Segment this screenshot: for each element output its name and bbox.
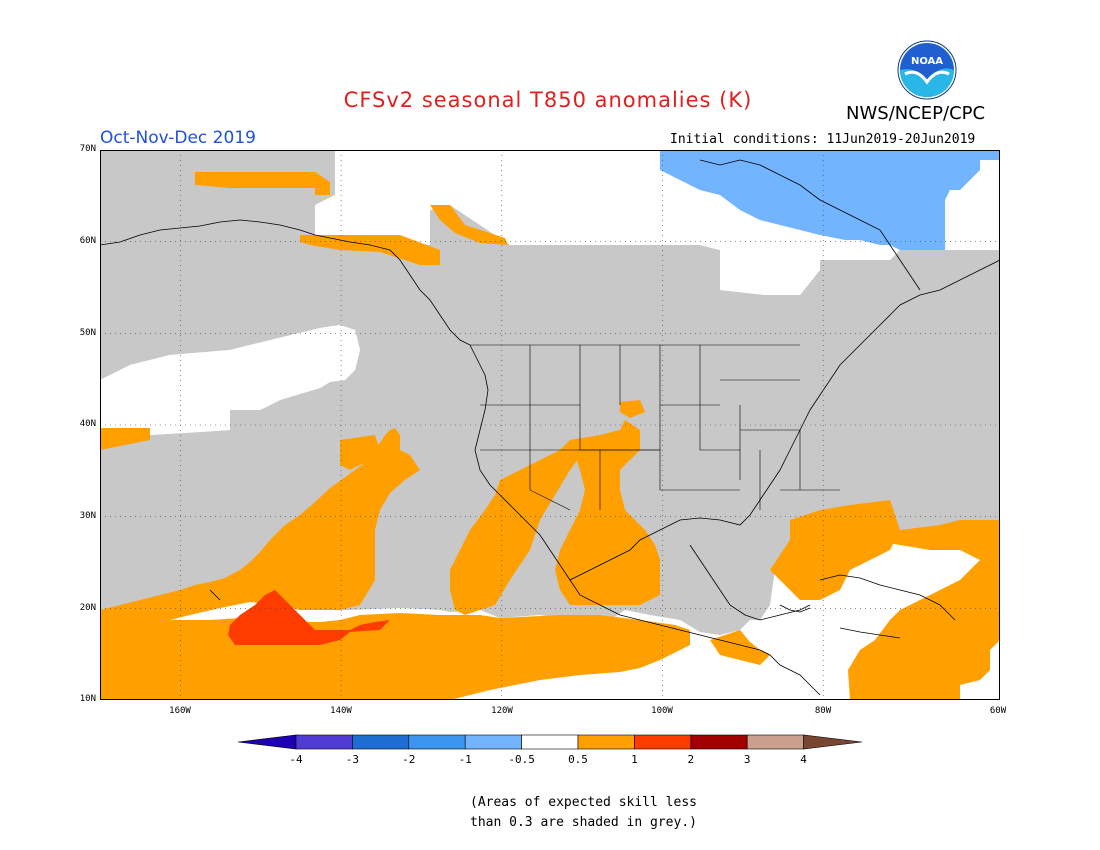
lat-label-70n: 70N	[79, 144, 96, 154]
color-bar-label: -1	[458, 753, 472, 766]
lat-label-60n: 60N	[79, 236, 96, 246]
anomaly-map	[100, 150, 1000, 700]
color-bar-segment	[295, 734, 353, 750]
color-bar-label: 4	[800, 753, 807, 766]
lat-label-30n: 30N	[79, 511, 96, 521]
color-bar-segment	[634, 734, 692, 750]
color-bar-label: 2	[687, 753, 695, 766]
lat-label-20n: 20N	[79, 603, 96, 613]
color-bar-low-end	[238, 734, 297, 750]
color-bar-label: -3	[345, 753, 360, 766]
initial-conditions-label: Initial conditions: 11Jun2019-20Jun2019	[670, 132, 976, 147]
color-bar-segment	[352, 734, 410, 750]
color-bar-label: -2	[402, 753, 416, 766]
color-bar-segment	[690, 734, 748, 750]
color-bar-high-end	[803, 734, 862, 750]
map-frame	[100, 150, 1000, 700]
color-bar-label: 3	[743, 753, 751, 766]
gridlines	[100, 150, 1000, 700]
color-bar-segment	[746, 734, 804, 750]
color-bar	[238, 734, 862, 750]
color-bar-label: -0.5	[508, 753, 535, 766]
color-bar-segment	[464, 734, 522, 750]
state-borders	[470, 344, 840, 511]
lon-label-80w: 80W	[814, 706, 832, 716]
coastlines	[100, 159, 1000, 696]
near-normal-white-region	[100, 150, 890, 448]
agency-label: NWS/NCEP/CPC	[846, 103, 986, 124]
lat-label-50n: 50N	[79, 328, 96, 338]
strong-warm-anomaly-region	[228, 590, 390, 645]
lon-label-60w: 60W	[989, 706, 1007, 716]
chart-title: CFSv2 seasonal T850 anomalies (K)	[343, 88, 753, 112]
noaa-logo: NOAA	[897, 40, 957, 100]
period-label: Oct-Nov-Dec 2019	[100, 128, 256, 148]
logo-text: NOAA	[911, 56, 943, 67]
skill-note-line2: than 0.3 are shaded in grey.)	[470, 815, 697, 830]
color-bar-segment	[577, 734, 635, 750]
lon-label-160w: 160W	[169, 706, 191, 716]
color-bar-segment	[408, 734, 466, 750]
skill-note-line1: (Areas of expected skill less	[470, 795, 697, 810]
skill-note: (Areas of expected skill less than 0.3 a…	[470, 793, 730, 833]
lon-label-120w: 120W	[491, 706, 513, 716]
lat-label-40n: 40N	[79, 419, 96, 429]
lon-label-100w: 100W	[651, 706, 673, 716]
lon-label-140w: 140W	[330, 706, 352, 716]
color-bar-segment	[521, 734, 579, 750]
cool-anomaly-region	[660, 150, 1000, 250]
color-bar-label: 0.5	[568, 753, 588, 766]
color-bar-label: -4	[289, 753, 303, 766]
color-bar-label: 1	[631, 753, 638, 766]
lat-label-10n: 10N	[79, 694, 96, 704]
